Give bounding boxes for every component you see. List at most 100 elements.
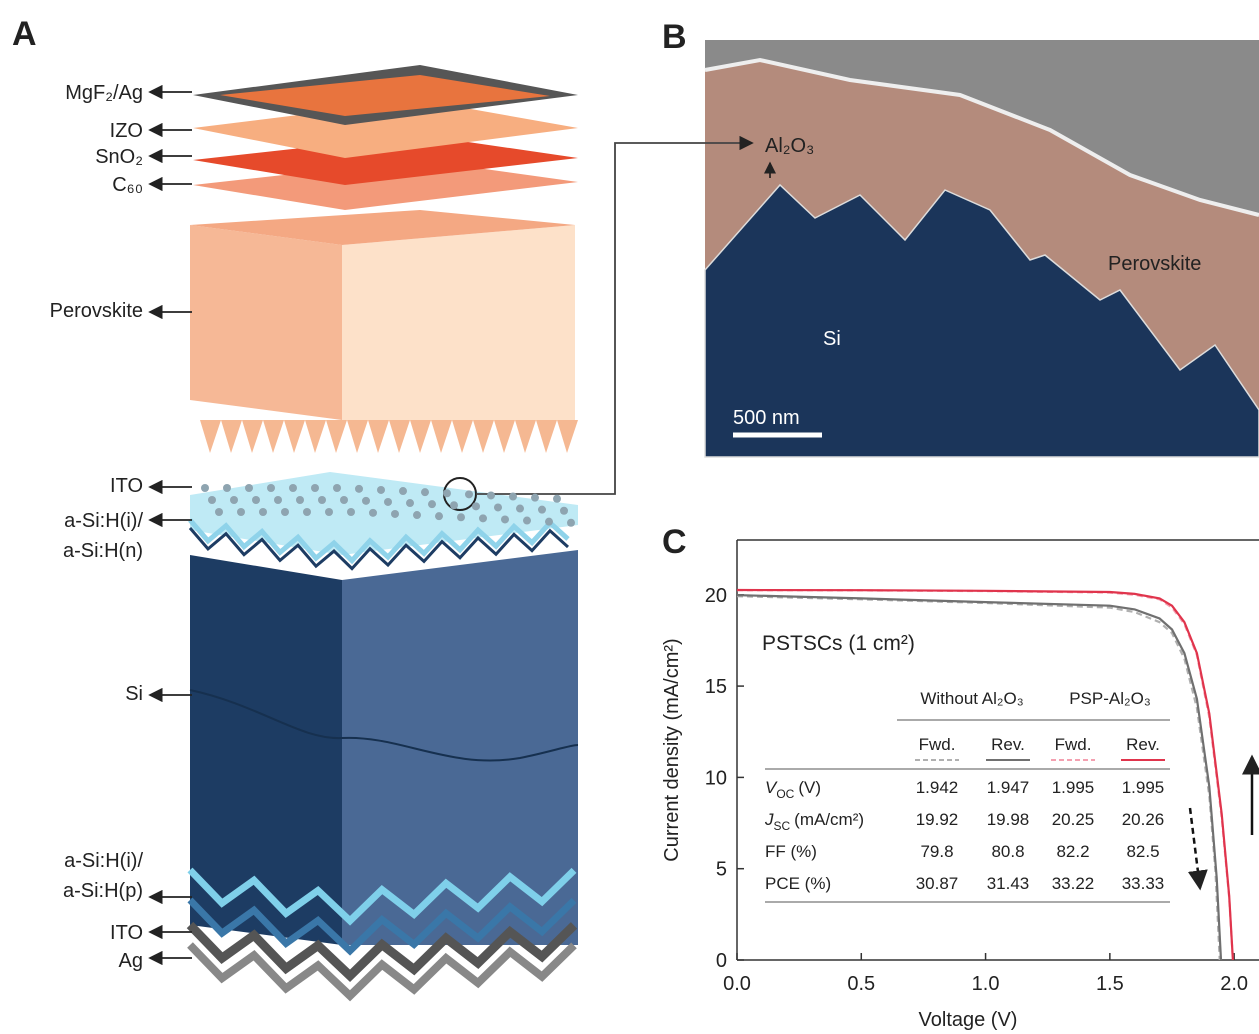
ito-pyramid (311, 484, 319, 492)
ito-pyramid (340, 496, 348, 504)
sem-image (705, 40, 1259, 457)
ito-pyramid (457, 513, 465, 521)
ito-pyramid (325, 508, 333, 516)
ito-pyramid (377, 486, 385, 494)
layer-label: ITO (110, 475, 143, 497)
layer-label: a-Si:H(i)/ (64, 850, 143, 872)
ito-pyramid (509, 493, 517, 501)
ito-pyramid (223, 484, 231, 492)
perovskite-spike (515, 420, 536, 453)
ito-pyramid (208, 496, 216, 504)
perovskite-spike (410, 420, 431, 453)
ito-pyramid (267, 484, 275, 492)
layer-label: MgF₂/Ag (65, 82, 143, 104)
panel-letter: B (662, 18, 687, 56)
layer-label: Perovskite (50, 300, 143, 322)
perovskite-spike (473, 420, 494, 453)
table-value: 33.33 (1122, 874, 1165, 893)
ito-pyramid (399, 487, 407, 495)
table-column: Fwd. (1055, 735, 1092, 754)
table-value: 80.8 (991, 842, 1024, 861)
y-tick-label: 0 (716, 950, 727, 972)
table-value: 1.995 (1122, 778, 1165, 797)
layer-label: Ag (119, 950, 143, 972)
row-label: FF (%) (765, 842, 817, 861)
panel-letter: A (12, 15, 37, 53)
perovskite-spike (431, 420, 452, 453)
table-group: Without Al₂O₃ (920, 689, 1023, 708)
ito-pyramid (545, 518, 553, 526)
row-label: PCE (%) (765, 874, 831, 893)
layer-label: a-Si:H(p) (63, 880, 143, 902)
layer-label: SnO₂ (95, 146, 143, 168)
ito-pyramid (201, 484, 209, 492)
perovskite-spike (452, 420, 473, 453)
ito-pyramid (355, 485, 363, 493)
table-value: 31.43 (987, 874, 1030, 893)
table-value: 1.947 (987, 778, 1030, 797)
table-value: 82.2 (1056, 842, 1089, 861)
x-axis-label: Voltage (V) (919, 1009, 1018, 1031)
ito-pyramid (494, 503, 502, 511)
sem-label: Al₂O₃ (765, 135, 814, 157)
annotation: PSTSCs (1 cm²) (762, 632, 915, 655)
table-value: 19.92 (916, 810, 959, 829)
table-value: 82.5 (1126, 842, 1159, 861)
ito-pyramid (259, 508, 267, 516)
table-group: PSP-Al₂O₃ (1069, 689, 1151, 708)
ito-pyramid (281, 508, 289, 516)
perovskite-spike (200, 420, 221, 453)
table-value: 19.98 (987, 810, 1030, 829)
ito-pyramid (428, 500, 436, 508)
ito-pyramid (362, 497, 370, 505)
table-value: 79.8 (920, 842, 953, 861)
perovskite-spike (242, 420, 263, 453)
ito-pyramid (443, 489, 451, 497)
x-tick-label: 0.0 (723, 973, 751, 995)
forward-arrow (1190, 808, 1200, 888)
ito-pyramid (567, 519, 575, 527)
row-subscript: OC (776, 787, 794, 801)
row-unit: (mA/cm²) (794, 810, 864, 829)
table-column: Rev. (1126, 735, 1160, 754)
ito-pyramid (406, 499, 414, 507)
layer-label: a-Si:H(n) (63, 540, 143, 562)
ito-pyramid (215, 508, 223, 516)
perovskite-spike (368, 420, 389, 453)
x-tick-label: 1.5 (1096, 973, 1124, 995)
ito-pyramid (501, 515, 509, 523)
ito-pyramid (516, 505, 524, 513)
ito-pyramid (538, 506, 546, 514)
row-label: JSC(mA/cm²) (764, 810, 864, 833)
ito-pyramid (237, 508, 245, 516)
x-tick-label: 0.5 (847, 973, 875, 995)
ag-layer-edge (190, 945, 574, 996)
ito-pyramid (252, 496, 260, 504)
perovskite-spike (284, 420, 305, 453)
table-value: 20.26 (1122, 810, 1165, 829)
layer-label: IZO (110, 120, 143, 142)
perovskite-spike (557, 420, 578, 453)
ito-pyramid (435, 512, 443, 520)
ito-pyramid (289, 484, 297, 492)
ito-pyramid (450, 501, 458, 509)
table-column: Rev. (991, 735, 1025, 754)
ito-pyramid (487, 491, 495, 499)
ito-pyramid (465, 490, 473, 498)
perovskite-spike (389, 420, 410, 453)
perovskite-left (190, 225, 342, 420)
ito-pyramid (318, 496, 326, 504)
ito-pyramid (303, 508, 311, 516)
ito-pyramid (245, 484, 253, 492)
ito-pyramid (531, 494, 539, 502)
x-tick-label: 2.0 (1220, 973, 1248, 995)
perovskite-spike (536, 420, 557, 453)
scale-label: 500 nm (733, 407, 800, 429)
figure: ABCMgF₂/AgIZOSnO₂C₆₀PerovskiteITOa-Si:H(… (0, 0, 1259, 1034)
ito-pyramid (347, 508, 355, 516)
row-symbol: J (764, 810, 774, 829)
ito-pyramid (413, 511, 421, 519)
row-unit: (V) (798, 778, 821, 797)
y-tick-label: 20 (705, 585, 727, 607)
layer-label: ITO (110, 922, 143, 944)
